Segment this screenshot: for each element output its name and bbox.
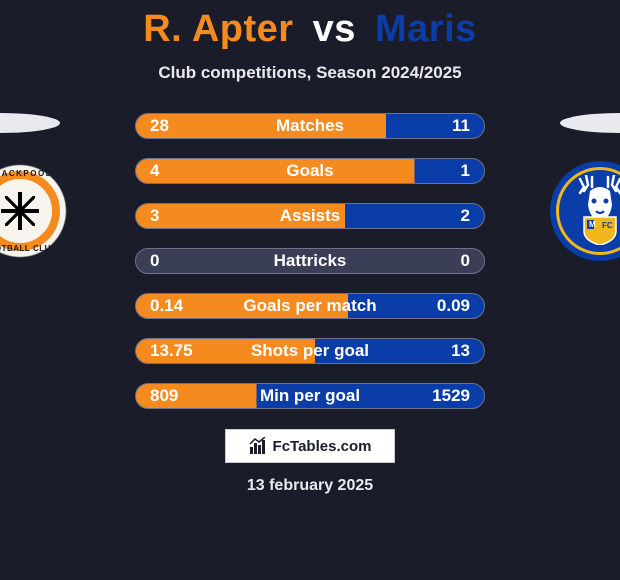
stat-bar: 0.14Goals per match0.09 (135, 293, 485, 319)
shield-icon: M FC (582, 215, 618, 245)
comparison-title: R. Apter vs Maris (0, 0, 620, 51)
stat-right-value: 11 (422, 116, 470, 136)
footer-date: 13 february 2025 (0, 477, 620, 495)
stat-bar: 28Matches11 (135, 113, 485, 139)
stat-right-value: 1529 (422, 386, 470, 406)
stat-bars: 28Matches11 4Goals1 3Assists2 0Hattricks0 0.… (135, 113, 485, 409)
content-area: BLACKPOOL FOOTBALL CLUB M FC 28Matches11… (0, 113, 620, 409)
stat-right-value: 2 (422, 206, 470, 226)
stat-right-value: 0.09 (422, 296, 470, 316)
svg-text:M: M (589, 220, 596, 229)
stat-bar: 809Min per goal1529 (135, 383, 485, 409)
brand-text: FcTables.com (273, 438, 372, 455)
player1-ellipse (0, 113, 60, 133)
right-club-column: M FC (500, 113, 620, 261)
brand-logo-icon (249, 437, 267, 455)
player2-ellipse (560, 113, 620, 133)
stat-bar: 3Assists2 (135, 203, 485, 229)
player1-name: R. Apter (143, 8, 293, 50)
stat-bar: 4Goals1 (135, 158, 485, 184)
svg-text:FC: FC (602, 221, 613, 230)
stat-bar: 0Hattricks0 (135, 248, 485, 274)
stat-bar: 13.75Shots per goal13 (135, 338, 485, 364)
club-badge-left: BLACKPOOL FOOTBALL CLUB (0, 161, 70, 261)
stat-right-value: 0 (422, 251, 470, 271)
stat-right-value: 13 (422, 341, 470, 361)
vs-text: vs (313, 8, 356, 50)
club-badge-right: M FC (550, 161, 620, 261)
left-club-column: BLACKPOOL FOOTBALL CLUB (0, 113, 120, 261)
subtitle: Club competitions, Season 2024/2025 (0, 63, 620, 83)
player2-name: Maris (375, 8, 477, 50)
stat-right-value: 1 (422, 161, 470, 181)
brand-badge: FcTables.com (225, 429, 395, 463)
